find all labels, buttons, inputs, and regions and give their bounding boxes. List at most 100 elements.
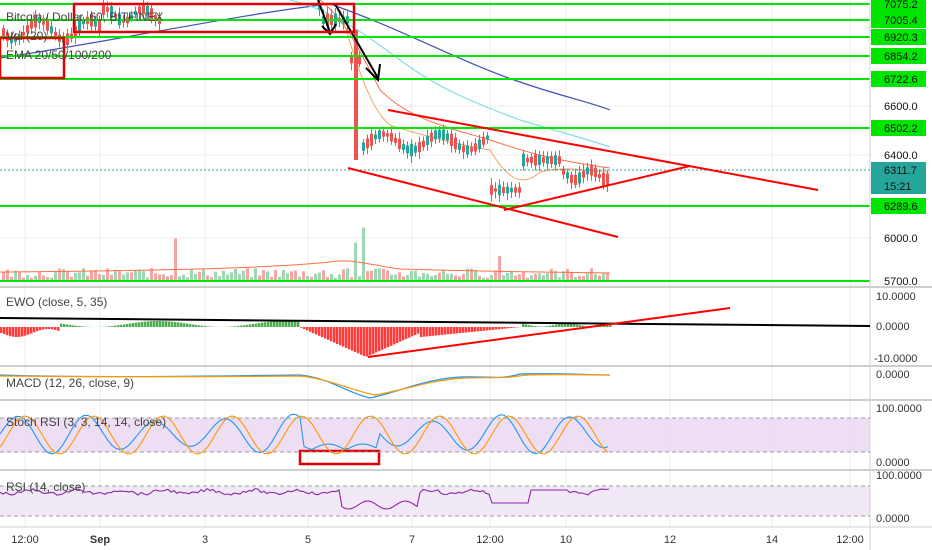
volume-bar [78, 272, 81, 282]
volume-bar [510, 271, 513, 282]
ewo-bar [429, 327, 432, 337]
upper-trendline[interactable] [387, 109, 819, 191]
price-axis-label: 15:21 [884, 181, 912, 193]
ewo-bar [198, 325, 201, 327]
ewo-bar [438, 327, 441, 336]
volume-bar [18, 271, 21, 282]
volume-bar [126, 272, 129, 282]
ewo-bar [21, 327, 24, 337]
ewo-bar [48, 327, 51, 330]
volume-bar [130, 272, 133, 282]
ewo-bar [165, 321, 168, 327]
ewo-bar [54, 327, 57, 330]
candle-body [366, 138, 369, 149]
ewo-bar [360, 327, 363, 355]
macd-title[interactable]: MACD (12, 26, close, 9) [6, 376, 134, 390]
ewo-bar [390, 327, 393, 346]
ewo-bar [51, 327, 54, 330]
ewo-bar [60, 323, 63, 327]
ewo-bar [108, 326, 111, 327]
volume-bar [10, 276, 13, 282]
ewo-bar [147, 321, 150, 327]
ewo-bar [15, 327, 18, 337]
price-level-tag[interactable] [871, 12, 926, 28]
ewo-bar [513, 327, 516, 328]
price-level-tag[interactable] [871, 29, 926, 45]
price-level-tag[interactable] [871, 0, 926, 12]
volume-bar [594, 273, 597, 282]
candle-body [526, 157, 529, 163]
rsi-title[interactable]: RSI (14, close) [6, 480, 85, 494]
candle-body [154, 15, 157, 22]
candle-body [498, 184, 501, 196]
volume-bar [62, 269, 65, 282]
ewo-bar [339, 327, 342, 346]
candle-body [350, 56, 353, 64]
ewo-bar [156, 321, 159, 327]
candle-body [414, 145, 417, 153]
candle-body [422, 140, 425, 148]
volume-bar [402, 276, 405, 282]
last-price-tag[interactable] [871, 162, 926, 178]
price-level-tag[interactable] [871, 120, 926, 136]
price-level-tag[interactable] [871, 71, 926, 87]
ewo-bar [381, 327, 384, 350]
candle-body [586, 167, 589, 175]
price-level-tag[interactable] [871, 198, 926, 214]
ewo-bar [201, 325, 204, 327]
volume-bar [358, 276, 361, 282]
ewo-bar [333, 327, 336, 343]
time-axis-label: 12:00 [836, 534, 864, 546]
time-axis[interactable]: 12:00 Sep 3 5 7 12:00 10 12 14 12:00 [11, 534, 864, 546]
candle-body [150, 8, 153, 21]
stoch-title[interactable]: Stoch RSI (3, 3, 14, 14, close) [6, 415, 166, 429]
ewo-bar [120, 324, 123, 327]
lower-trendline[interactable] [347, 167, 619, 238]
ewo-bar [369, 327, 372, 356]
ewo-bar [504, 327, 507, 329]
ewo-bar [348, 327, 351, 350]
volume-bar [230, 272, 233, 282]
ewo-bar [567, 323, 570, 327]
stoch-d-line [0, 415, 609, 455]
ewo-bar [306, 327, 309, 331]
ema100-line [289, 0, 611, 148]
ewo-red-trendline[interactable] [367, 307, 731, 358]
volume-legend[interactable]: Vol (20) [6, 29, 47, 43]
ewo-bar [528, 325, 531, 327]
ewo-bar [168, 321, 171, 327]
ewo-bar [444, 327, 447, 335]
volume-bar [446, 273, 449, 282]
candle-body [590, 164, 593, 176]
symbol-title[interactable]: Bitcoin / Dollar, 60, BITFINEX [6, 10, 163, 24]
candle-body [34, 14, 37, 28]
ewo-bar [117, 325, 120, 327]
candle-body [102, 3, 105, 15]
price-level-tag[interactable] [871, 48, 926, 64]
volume-bar [286, 273, 289, 282]
candle-body [26, 25, 29, 33]
candle-body [558, 156, 561, 164]
ewo-bar [327, 327, 330, 340]
candle-body [54, 31, 57, 38]
ewo-bar [24, 327, 27, 336]
rising-trendline[interactable] [503, 165, 691, 211]
ewo-bar [270, 321, 273, 327]
volume-bar [598, 275, 601, 282]
volume-bar [582, 276, 585, 282]
ema-legend[interactable]: EMA 20/50/100/200 [6, 48, 112, 62]
ewo-bar [375, 327, 378, 353]
candle-body [518, 187, 521, 193]
ewo-black-trendline[interactable] [0, 317, 871, 327]
volume-bar [290, 271, 293, 282]
candle-body [374, 134, 377, 140]
ewo-bar [546, 326, 549, 327]
price-axis[interactable]: 7075.2 7005.4 6920.3 6854.2 6722.6 6600.0 6502… [871, 0, 926, 288]
ewo-title[interactable]: EWO (close, 5, 35) [6, 295, 107, 309]
volume-bar [470, 268, 473, 282]
volume-bar [270, 277, 273, 282]
highlight-box-1[interactable] [0, 36, 66, 80]
highlight-box-stoch[interactable] [298, 449, 381, 466]
highlight-box-2[interactable] [72, 2, 356, 34]
